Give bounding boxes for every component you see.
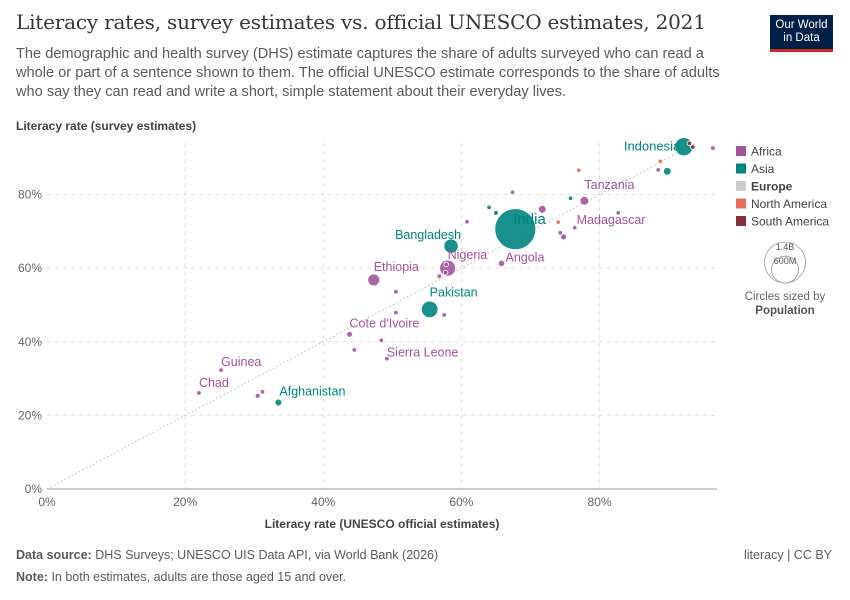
data-point — [655, 167, 661, 173]
chart-title: Literacy rates, survey estimates vs. off… — [16, 10, 706, 34]
point-label: Chad — [199, 376, 229, 390]
data-point — [420, 300, 439, 319]
x-tick-label: 60% — [449, 495, 473, 509]
legend-swatch — [736, 181, 746, 191]
point-label: India — [513, 211, 546, 228]
data-source-text: DHS Surveys; UNESCO UIS Data API, via Wo… — [95, 548, 439, 562]
legend-label: North America — [751, 197, 827, 211]
data-point — [384, 355, 390, 362]
data-point — [493, 210, 499, 216]
data-point — [555, 219, 561, 225]
chart-note: Note: In both estimates, adults are thos… — [16, 570, 346, 584]
data-point — [393, 309, 399, 316]
data-point — [259, 389, 266, 395]
point-label: Tanzania — [584, 178, 634, 192]
data-point — [572, 224, 578, 231]
data-point — [710, 145, 716, 151]
point-label: Sierra Leone — [387, 346, 459, 360]
legend-swatch — [736, 163, 746, 174]
legend-label: Asia — [751, 162, 775, 176]
data-point — [346, 331, 353, 338]
y-tick-label: 80% — [18, 188, 42, 202]
size-legend-label-large: 1.4B — [776, 242, 795, 252]
legend-label: Europe — [751, 180, 793, 194]
data-point — [218, 367, 224, 373]
y-tick-label: 0% — [25, 482, 43, 496]
point-label: Bangladesh — [395, 228, 461, 242]
license-link[interactable]: literacy | CC BY — [744, 548, 832, 562]
data-point — [497, 259, 506, 268]
note-label: Note: — [16, 570, 48, 584]
data-point — [441, 312, 447, 318]
data-point — [690, 144, 696, 150]
data-point — [393, 289, 399, 295]
data-point — [367, 273, 381, 287]
x-tick-label: 20% — [173, 495, 197, 509]
data-point — [494, 208, 537, 251]
point-label: Cote d'Ivoire — [350, 316, 420, 330]
point-label: Nigeria — [448, 248, 488, 262]
data-source-label: Data source: — [16, 548, 92, 562]
x-tick-label: 80% — [588, 495, 612, 509]
owid-logo[interactable]: Our World in Data — [770, 15, 833, 52]
point-label: Afghanistan — [279, 385, 345, 399]
data-point — [509, 189, 516, 196]
logo-line-2: in Data — [783, 32, 820, 44]
data-point — [560, 233, 568, 241]
size-legend-circle-small — [771, 255, 799, 284]
point-label: Indonesia — [624, 139, 681, 154]
size-legend-variable: Population — [755, 305, 814, 317]
y-tick-label: 20% — [18, 408, 42, 422]
note-text: In both estimates, adults are those aged… — [51, 570, 347, 584]
point-label: Guinea — [221, 355, 261, 369]
data-source: Data source: DHS Surveys; UNESCO UIS Dat… — [16, 548, 438, 562]
point-label: Ethiopia — [374, 260, 419, 274]
data-point — [443, 238, 459, 254]
legend-swatch — [736, 216, 746, 226]
data-point — [254, 392, 261, 399]
legend-swatch — [736, 146, 746, 156]
y-tick-label: 60% — [18, 261, 42, 275]
y-axis-label: Literacy rate (survey estimates) — [16, 119, 196, 133]
legend-label: South America — [751, 215, 829, 229]
data-point — [378, 337, 385, 343]
data-point — [443, 261, 449, 268]
legend-label: Africa — [751, 145, 782, 159]
data-point — [436, 273, 443, 279]
data-point — [274, 398, 283, 407]
data-point — [576, 167, 582, 173]
x-tick-label: 0% — [38, 495, 56, 509]
point-label: Pakistan — [430, 285, 478, 299]
data-point — [579, 195, 590, 206]
size-legend-label-small: 600M — [774, 256, 797, 266]
data-point — [442, 269, 449, 276]
data-point — [537, 204, 547, 214]
y-tick-label: 40% — [18, 335, 42, 349]
data-point — [662, 167, 672, 176]
data-point — [557, 230, 563, 236]
data-point — [486, 204, 492, 211]
data-point — [657, 158, 664, 165]
data-point — [196, 390, 202, 396]
x-tick-label: 40% — [311, 495, 335, 509]
data-point — [567, 195, 574, 201]
x-axis-label: Literacy rate (UNESCO official estimates… — [265, 517, 500, 531]
legend-swatch — [736, 198, 746, 209]
data-point — [351, 347, 358, 353]
size-legend-title: Circles sized by — [745, 291, 826, 303]
data-point — [464, 219, 470, 225]
data-point — [615, 210, 621, 216]
chart-subtitle: The demographic and health survey (DHS) … — [16, 46, 720, 100]
point-label: Madagascar — [577, 213, 646, 227]
point-label: Angola — [505, 250, 544, 264]
data-point — [686, 140, 693, 147]
logo-line-1: Our World — [775, 19, 828, 31]
